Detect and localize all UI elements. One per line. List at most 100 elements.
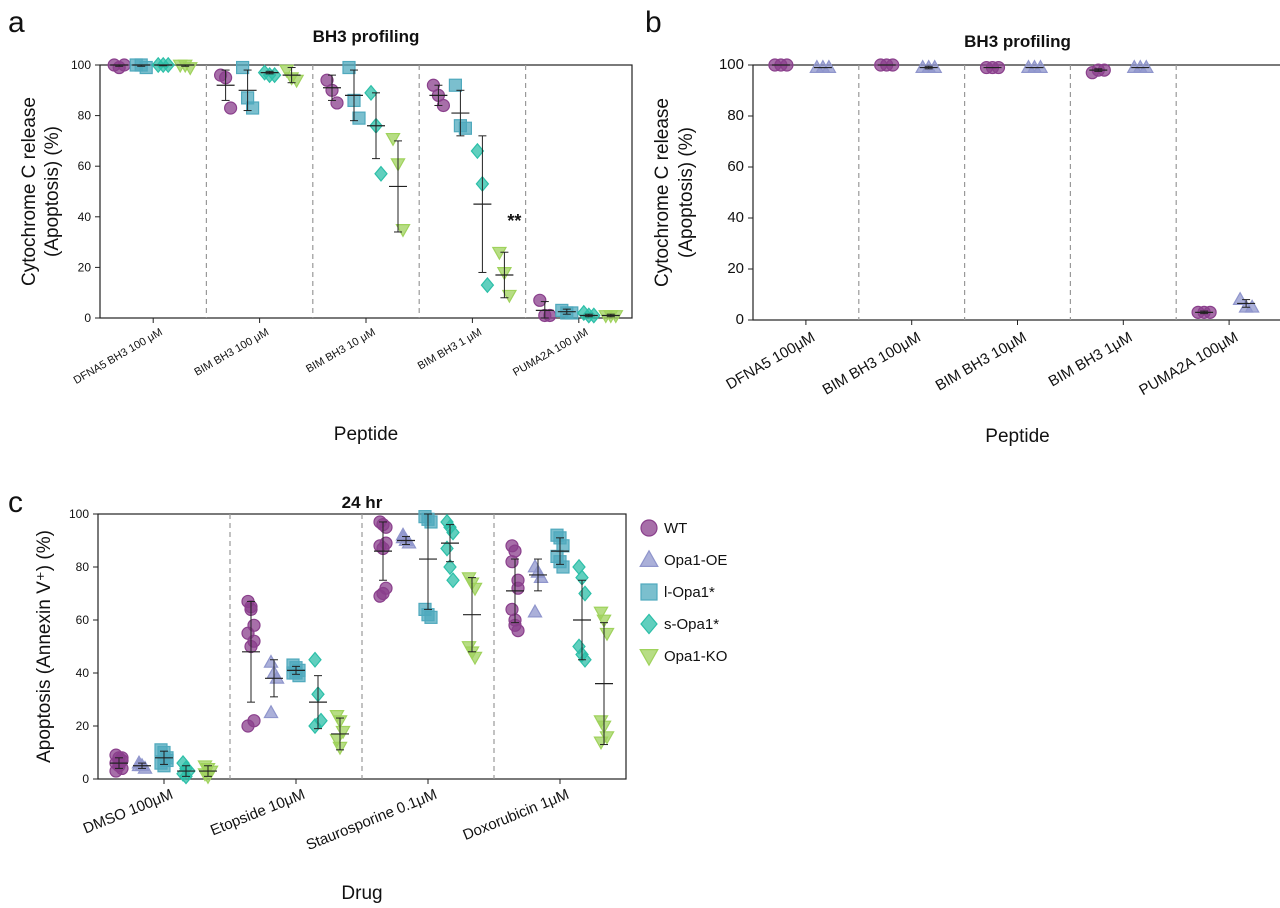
data-point [458,121,472,135]
legend-item: Opa1-KO [639,648,727,667]
legend-item: Opa1-OE [639,549,727,569]
y-tick-label: 20 [727,260,744,277]
data-point [308,651,322,668]
legend-item: l-Opa1* [640,583,715,601]
y-tick-label: 40 [76,666,90,680]
series-opa1-ko [172,59,624,324]
data-point [246,101,260,115]
data-point [821,59,837,73]
data-point [236,60,250,75]
data-point [330,96,344,110]
data-point [292,669,306,683]
data-point [593,736,609,751]
significance-annotation: ** [507,211,521,231]
data-point [424,610,438,624]
data-point [376,586,390,601]
data-point [352,111,366,125]
series-opa1-oe [131,527,549,774]
data-point [491,246,508,261]
x-tick-label: Doxorubicin 1μM [460,786,571,844]
data-point [501,289,518,304]
data-point [527,603,543,618]
y-tick-label: 60 [76,613,90,627]
legend: WT Opa1-OE l-Opa1* s-Opa1* Opa1-KO [639,519,727,667]
x-tick-label: DFNA5 BH3 100 μM [72,326,165,387]
y-axis-label: Cytochrome C release [652,98,673,287]
legend-label: l-Opa1* [664,584,715,601]
data-point [1138,59,1154,73]
data-point [342,60,356,75]
y-tick-label: 80 [727,107,744,124]
y-tick-label: 40 [78,210,92,224]
data-point [443,558,457,576]
chart-title: BH3 profiling [964,32,1071,51]
data-point [263,654,279,668]
plot-frame [752,64,1280,321]
legend-item: s-Opa1* [640,613,719,635]
y-tick-label: 100 [719,56,744,73]
series-opa1-ko [197,572,615,785]
x-tick-label: BIM BH3 10 μM [304,326,377,375]
x-axis-label: Peptide [334,424,398,445]
y-tick-label: 80 [76,560,90,574]
data-point [511,573,525,587]
series-wt [768,58,1217,319]
x-tick-label: Etopside 10μM [208,786,307,839]
data-point [440,540,454,557]
y-axis-label: Cytochrome C release [19,97,40,286]
data-point [556,560,570,574]
data-point [533,293,547,307]
data-point [467,582,483,597]
chart-a: BH3 profiling 0 20 40 60 80 100 Cytochrome C re… [19,27,633,445]
y-tick-label: 0 [736,311,744,328]
data-point [480,276,495,294]
panel-b-label: b [645,6,662,39]
data-point [224,101,238,115]
y-tick-label: 100 [71,58,91,72]
x-tick-label: BIM BH3 1 μM [416,326,484,372]
data-point [599,627,615,642]
series-s-opa1- [151,56,601,324]
y-axis-label: (Apoptosis) (%) [676,127,697,258]
legend-marker [639,549,659,568]
data-point [596,614,612,629]
x-tick-label: BIM BH3 10μM [933,329,1030,395]
data-point [593,606,609,621]
chart-title: 24 hr [342,493,383,512]
legend-marker [640,583,658,601]
legend-label: Opa1-KO [664,648,727,665]
y-tick-label: 20 [78,260,92,274]
data-point [385,132,401,147]
y-tick-label: 20 [76,719,90,733]
series-wt [107,58,557,323]
data-point [578,585,592,602]
y-tick-label: 60 [727,158,744,175]
data-point [364,84,378,101]
y-tick-label: 40 [727,209,744,226]
panel-a-label: a [8,6,25,39]
series-l-opa1- [154,510,570,773]
x-axis-label: Peptide [985,426,1049,447]
data-point [139,60,153,75]
x-tick-label: BIM BH3 1μM [1046,329,1136,391]
series-s-opa1- [176,513,592,785]
legend-item: WT [640,519,687,537]
legend-label: s-Opa1* [664,616,719,633]
y-tick-label: 0 [84,311,91,325]
data-point [543,308,557,323]
legend-marker [640,519,658,537]
y-tick-label: 0 [82,772,89,786]
data-point [374,165,388,182]
y-axis-label: Apoptosis (Annexin V⁺) (%) [34,530,55,763]
data-point [263,704,279,719]
legend-label: WT [664,520,687,537]
chart-b: BH3 profiling 0 20 40 60 80 100 Cytochrome C re… [652,32,1280,447]
series-opa1-oe [809,59,1260,313]
data-point [1032,59,1049,73]
data-point [448,78,462,92]
legend-marker [640,613,658,635]
y-axis-label: (Apoptosis) (%) [42,126,63,257]
chart-title: BH3 profiling [313,27,420,46]
data-point [446,524,460,541]
